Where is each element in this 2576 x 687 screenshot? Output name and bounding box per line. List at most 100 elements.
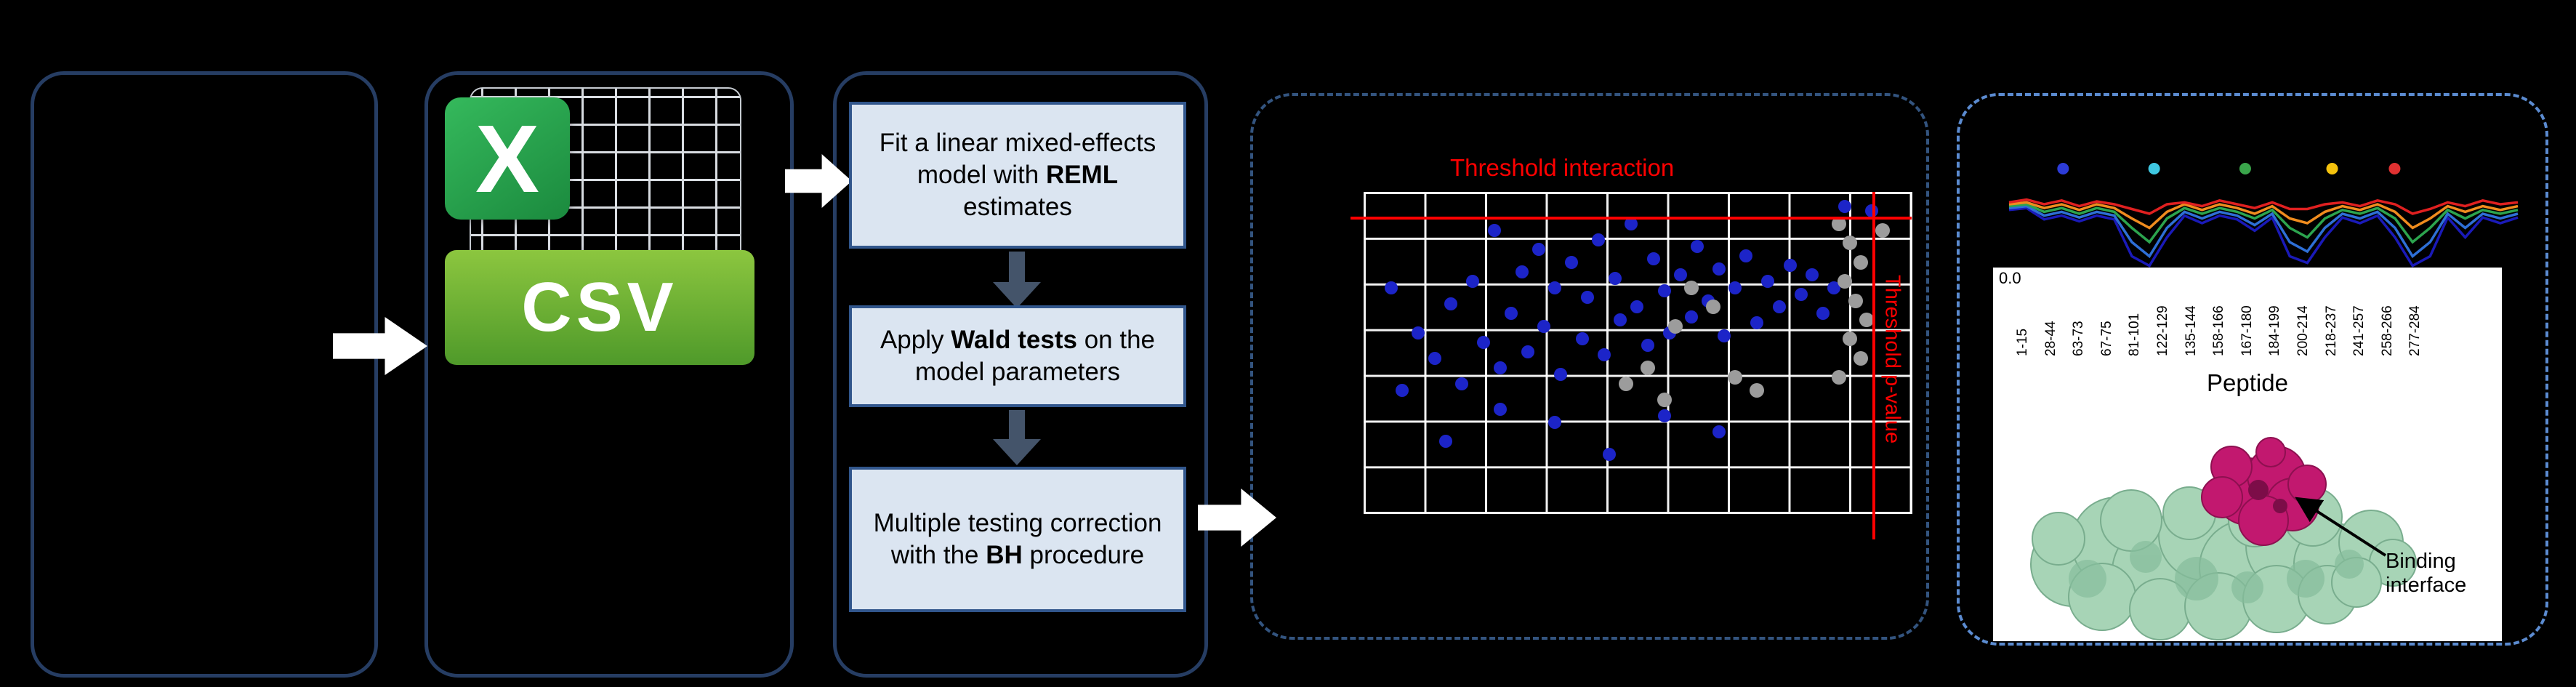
peptide-tick-label: 200-214 [2295,305,2311,356]
scatter-plot [1364,192,1912,514]
scatter-point [1706,300,1721,315]
step-bh: Multiple testing correction with the BH … [849,467,1186,612]
step-wald-text: Apply Wald tests on the model parameters [861,324,1175,388]
scatter-point [1816,307,1830,321]
step-bh-bold: BH [986,541,1023,569]
peptide-tick-label: 258-266 [2379,305,2395,356]
peptide-tick-label: 63-73 [2071,321,2087,356]
threshold-interaction-label: Threshold interaction [1450,154,1675,181]
scatter-point [1728,281,1742,294]
step-reml: Fit a linear mixed-effects model with RE… [849,102,1186,249]
scatter-point [1614,313,1627,326]
threshold-interaction-line [1351,217,1912,220]
step-wald: Apply Wald tests on the model parameters [849,305,1186,407]
step-wald-post: on the model parameters [914,325,1156,386]
step-wald-bold: Wald tests [951,325,1077,354]
scatter-point [1641,339,1655,353]
peptide-tick-label: 218-237 [2323,305,2339,356]
legend-dot-icon [2148,163,2160,174]
scatter-point [1395,383,1409,397]
threshold-pvalue-line [1872,192,1876,539]
scatter-point [1384,281,1398,294]
scatter-point [1750,316,1764,330]
scatter-point [1712,262,1726,276]
scatter-point [1477,335,1491,349]
scatter-point [1712,425,1726,438]
csv-ribbon: CSV [445,250,754,365]
down-arrow-2-icon [1009,410,1025,441]
binding-interface-shading [2248,480,2287,513]
panel-scatter [1250,93,1929,640]
scatter-point [1537,319,1551,333]
scatter-point [1794,287,1808,301]
peptide-tick-label: 184-199 [2267,305,2283,356]
scatter-point [1772,300,1786,314]
step-reml-post: estimates [963,193,1072,222]
scatter-point [1875,222,1891,238]
panel-results [1957,93,2548,646]
line-series-red [2008,198,2519,215]
legend-dot-icon [2326,163,2338,174]
scatter-point [1548,415,1562,429]
peptide-tick-label: 28-44 [2042,321,2058,356]
binding-interface-label: Binding interface [2386,550,2467,598]
peptide-tick-label: 167-180 [2239,305,2255,356]
peptide-tick-label: 67-75 [2098,321,2114,356]
scatter-point [1641,361,1656,375]
scatter-point [1428,351,1441,365]
scatter-point [1494,403,1507,417]
line-series-blue [2008,204,2519,259]
peptide-tick-label: 122-129 [2155,305,2170,356]
peptide-line-chart [2008,163,2519,268]
scatter-point [1438,435,1452,449]
peptide-axis-label: Peptide [2207,369,2288,396]
peptide-tick-label: 241-257 [2351,305,2367,356]
panel-input [31,71,378,678]
line-series-green [2008,203,2519,244]
scatter-point [1597,348,1611,362]
peptide-tick-label: 1-15 [2015,328,2030,356]
scatter-point [1859,313,1874,327]
step-wald-pre: Apply [880,325,951,354]
scatter-point [1832,217,1847,231]
scatter-point [1848,293,1863,308]
legend-dot-icon [2239,163,2251,174]
legend-dot-icon [2388,163,2401,174]
scatter-point [1488,223,1502,237]
down-arrow-2-head-icon [993,439,1041,465]
step-reml-pre: Fit a linear mixed-effects model with [879,128,1156,189]
scatter-point [1667,318,1683,334]
scatter-point [1838,199,1851,213]
scatter-point [1843,332,1858,347]
scatter-point [1832,370,1847,385]
down-arrow-1-icon [1009,252,1025,284]
scatter-point [1516,265,1529,278]
scatter-point [1466,275,1480,289]
peptide-tick-label: 135-144 [2183,305,2199,356]
binding-interface-arrow-icon [2295,497,2387,557]
peptide-tick-label: 277-284 [2407,305,2423,356]
scatter-point [1853,254,1869,270]
csv-file-icon: X CSV [445,87,754,375]
scatter-point [1630,300,1643,314]
scatter-point [1728,370,1743,385]
legend-dot-icon [2057,163,2069,174]
scatter-point [1761,275,1775,289]
scatter-point [1685,310,1699,324]
scatter-point [1608,271,1622,285]
scatter-point [1684,281,1699,295]
scatter-point [1853,350,1869,366]
down-arrow-1-head-icon [993,282,1041,308]
step-bh-pre: with the [890,541,986,569]
peptide-tick-label: 81-101 [2127,313,2143,356]
line-series-navy [2008,206,2519,268]
scatter-point [1625,217,1638,230]
scatter-point [1865,204,1879,218]
scatter-point [1646,252,1660,266]
scatter-point [1837,274,1852,289]
scatter-point [1564,255,1578,269]
step-bh-line1: Multiple testing correction [873,508,1162,537]
scatter-point [1618,377,1633,391]
scatter-point [1412,326,1425,340]
